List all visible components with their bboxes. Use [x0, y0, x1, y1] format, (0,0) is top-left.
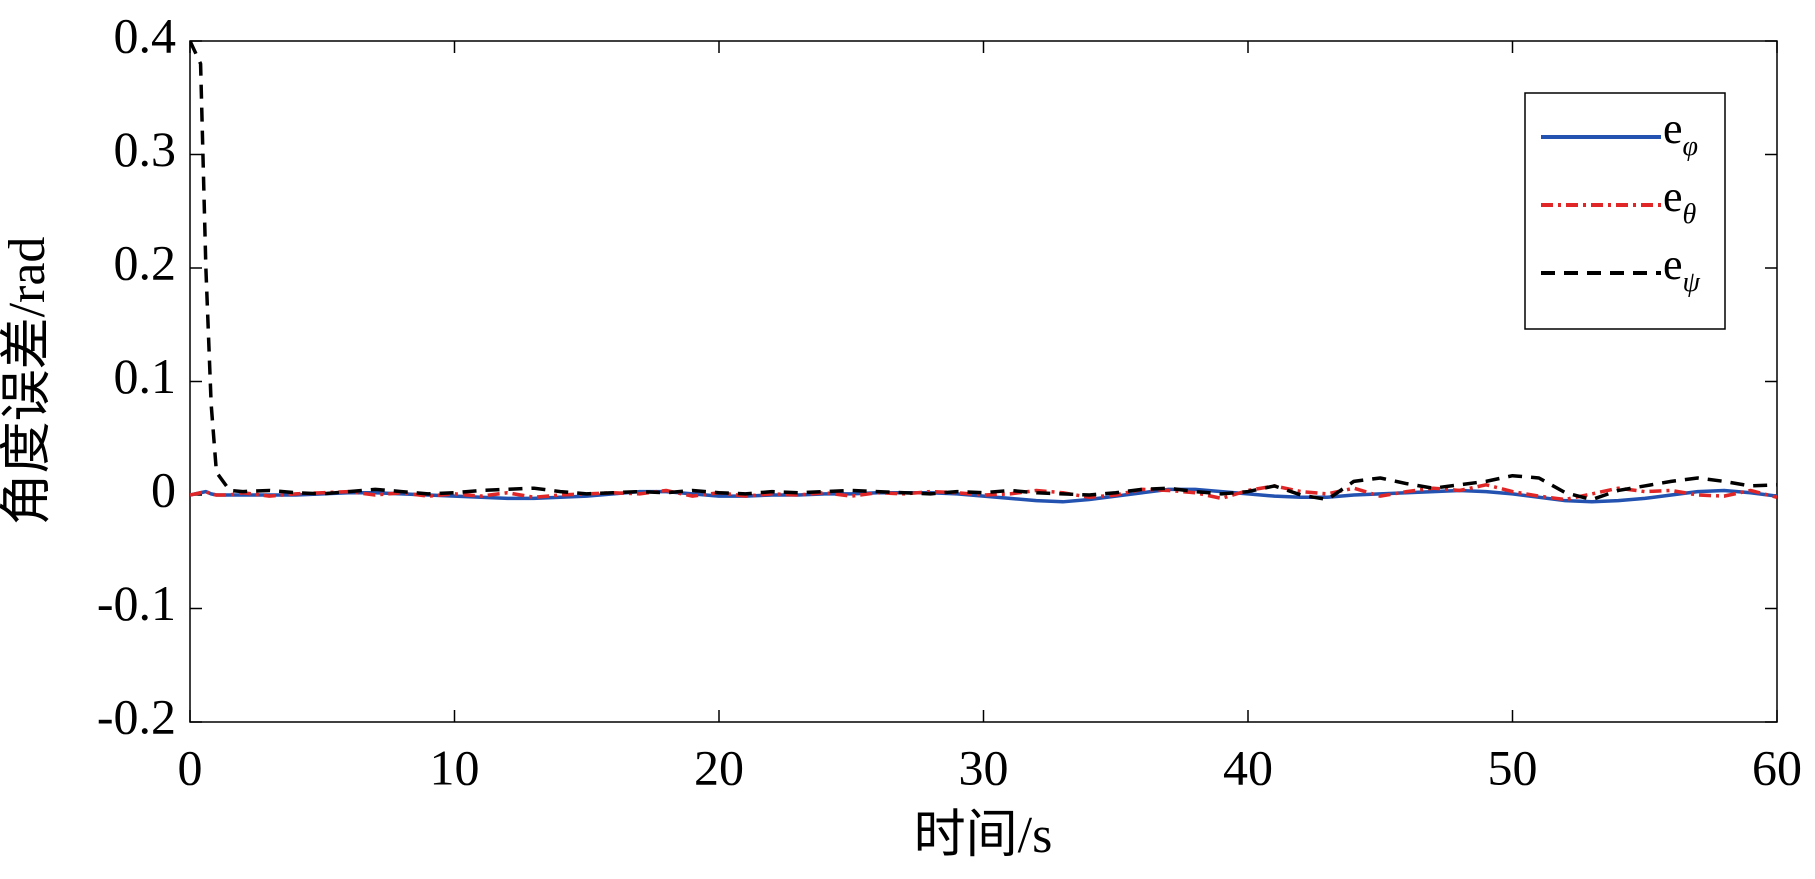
x-axis-title: 时间/s — [914, 807, 1053, 864]
x-tick-label: 10 — [430, 739, 480, 795]
x-tick-label: 40 — [1223, 739, 1273, 795]
x-tick-label: 50 — [1488, 739, 1538, 795]
y-tick-label: 0.4 — [114, 7, 177, 63]
x-tick-label: 60 — [1752, 739, 1802, 795]
series-line — [190, 41, 1777, 502]
series-line — [190, 483, 1777, 502]
plot-area — [190, 41, 1777, 504]
y-tick-label: -0.1 — [97, 575, 176, 631]
legend-label: eθ — [1663, 172, 1697, 230]
x-tick-label: 30 — [959, 739, 1009, 795]
x-tick-label: 0 — [178, 739, 203, 795]
y-tick-label: 0.1 — [114, 348, 177, 404]
legend-label: eφ — [1663, 104, 1698, 162]
y-tick-label: -0.2 — [97, 688, 176, 744]
x-tick-label: 20 — [694, 739, 744, 795]
y-tick-label: 0 — [151, 461, 176, 517]
legend-label: eψ — [1663, 240, 1701, 298]
y-tick-label: 0.2 — [114, 234, 177, 290]
y-axis-title: 角度误差/rad — [0, 237, 56, 526]
y-tick-label: 0.3 — [114, 121, 177, 177]
legend-box — [1524, 92, 1726, 330]
